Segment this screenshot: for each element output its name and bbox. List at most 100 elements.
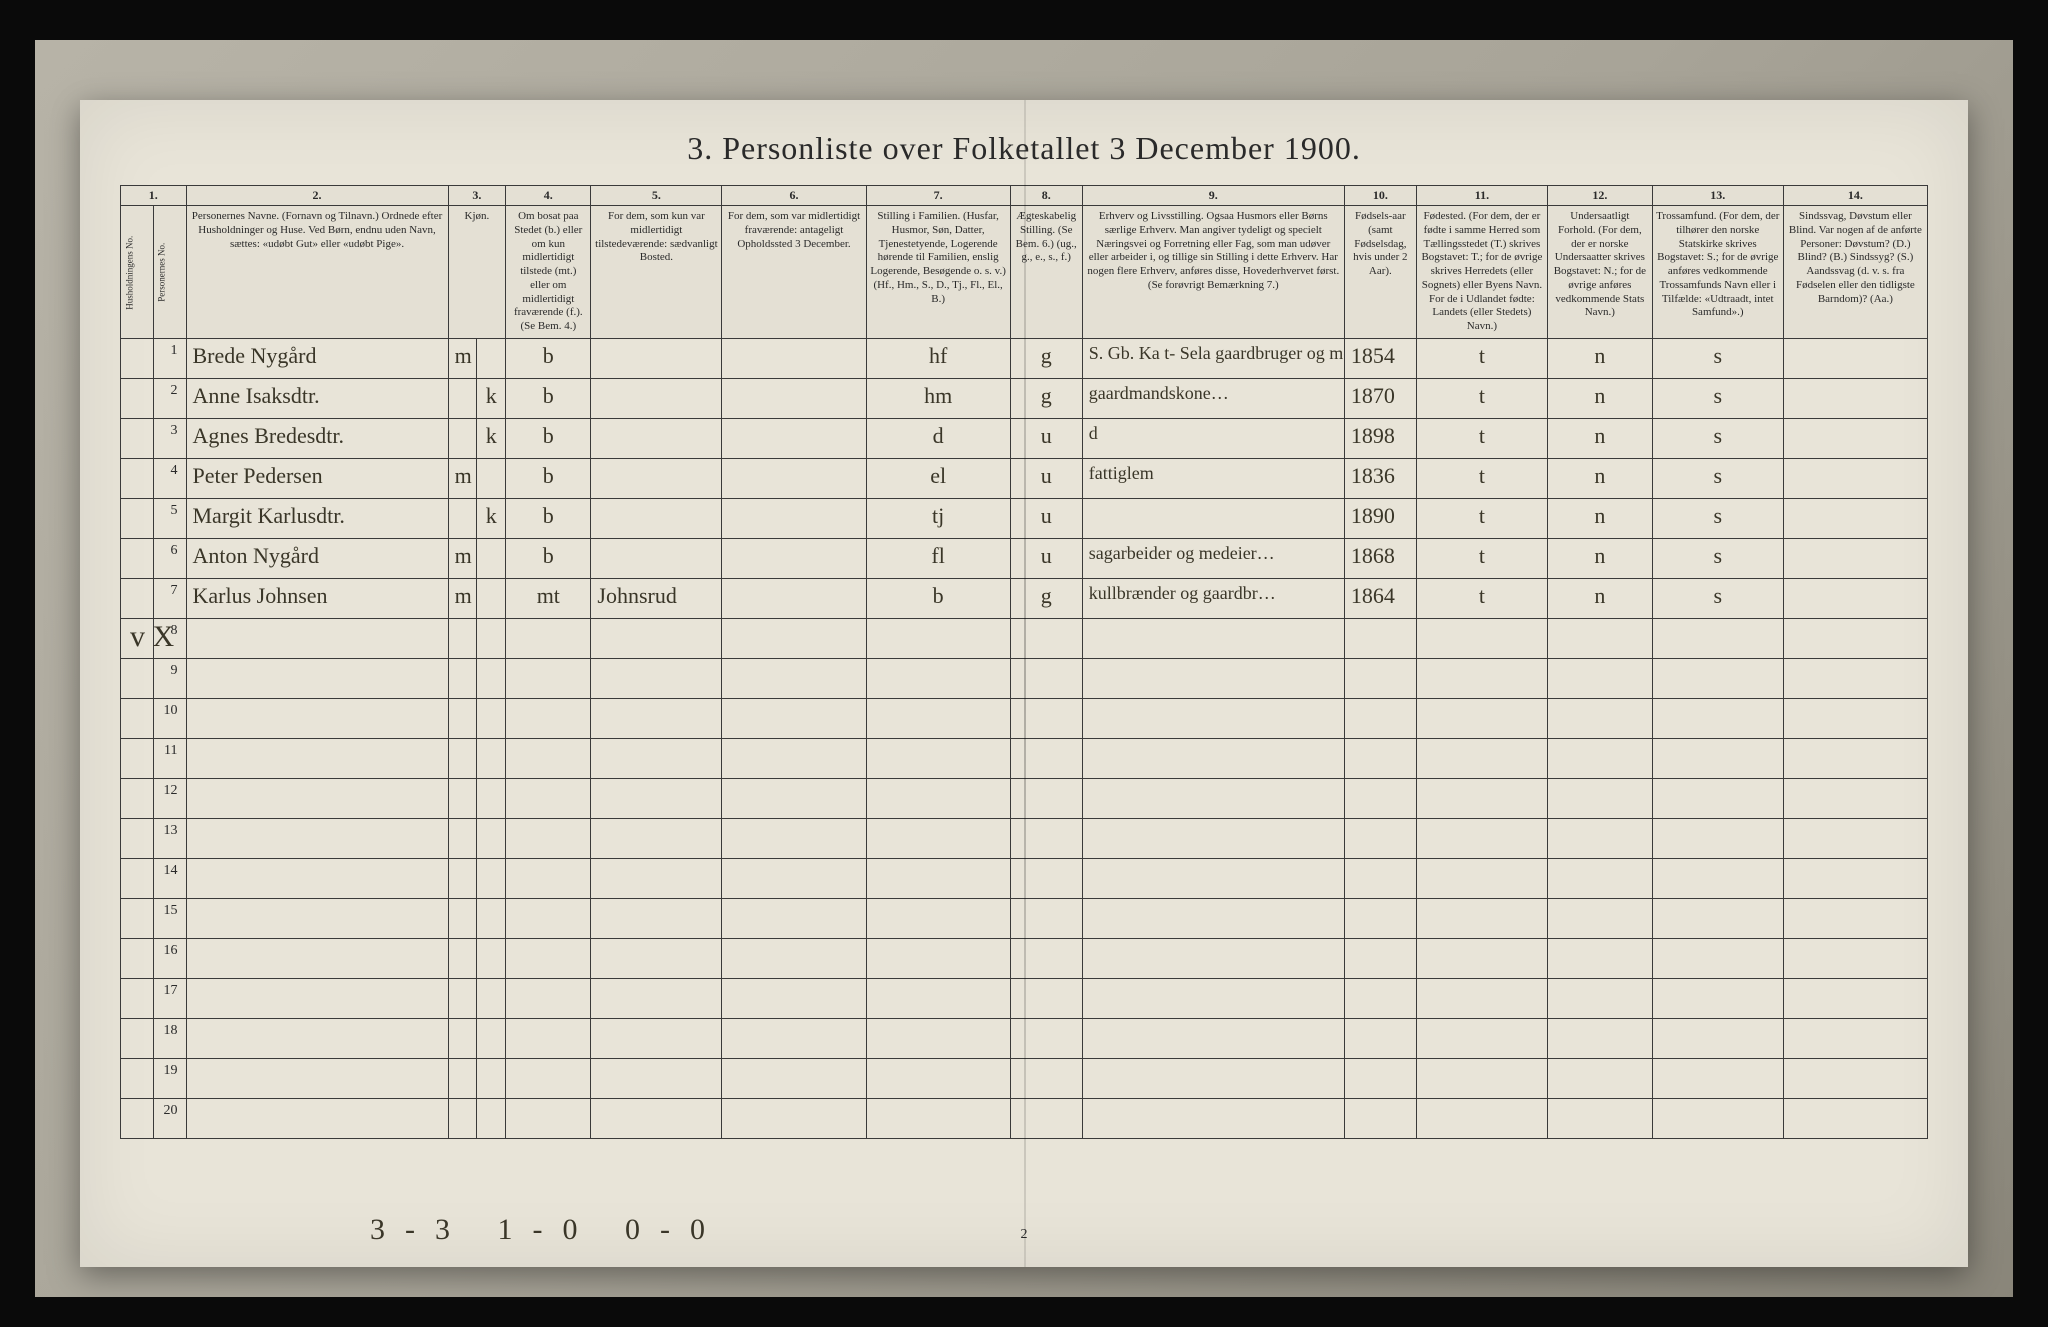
table-row: 6Anton Nygårdmbflusagarbeider og medeier… <box>121 538 1928 578</box>
cell-persno: 13 <box>153 818 186 858</box>
cell-und: n <box>1547 578 1652 618</box>
table-row: 5Margit Karlusdtr.kbtju1890tns <box>121 498 1928 538</box>
cell-hush <box>121 938 154 978</box>
cell-hush <box>121 1058 154 1098</box>
cell-c5 <box>591 498 722 538</box>
cell-persno: 16 <box>153 938 186 978</box>
cell-m <box>448 498 477 538</box>
colnum-13: 13. <box>1652 186 1783 206</box>
cell-name: Agnes Bredesdtr. <box>186 418 448 458</box>
cell-k <box>477 458 506 498</box>
cell-k <box>477 578 506 618</box>
cell-aar: 1898 <box>1344 418 1416 458</box>
cell-eg: u <box>1010 498 1082 538</box>
cell-c14 <box>1783 578 1927 618</box>
cell-hush <box>121 1098 154 1138</box>
cell-name: Peter Pedersen <box>186 458 448 498</box>
cell-hush <box>121 458 154 498</box>
colnum-9: 9. <box>1082 186 1344 206</box>
cell-hush <box>121 858 154 898</box>
cell-hush <box>121 778 154 818</box>
cell-hush <box>121 898 154 938</box>
footer-tally: 3-3 1-0 0-0 <box>370 1213 725 1247</box>
census-table: 1. 2. 3. 4. 5. 6. 7. 8. 9. 10. 11. 12. 1… <box>120 185 1928 1139</box>
cell-b: mt <box>506 578 591 618</box>
table-row-blank: 9 <box>121 658 1928 698</box>
colnum-8: 8. <box>1010 186 1082 206</box>
table-header: 1. 2. 3. 4. 5. 6. 7. 8. 9. 10. 11. 12. 1… <box>121 186 1928 339</box>
page-title: 3. Personliste over Folketallet 3 Decemb… <box>120 130 1928 167</box>
cell-tro: s <box>1652 418 1783 458</box>
cell-c6 <box>722 338 866 378</box>
cell-k: k <box>477 378 506 418</box>
cell-c14 <box>1783 378 1927 418</box>
colnum-7: 7. <box>866 186 1010 206</box>
cell-name: Brede Nygård <box>186 338 448 378</box>
cell-und: n <box>1547 458 1652 498</box>
cell-fam: el <box>866 458 1010 498</box>
page-number: 2 <box>1021 1227 1028 1243</box>
colnum-10: 10. <box>1344 186 1416 206</box>
hdr-tros: Trossamfund. (For dem, der tilhører den … <box>1652 206 1783 339</box>
cell-fod: t <box>1416 378 1547 418</box>
colnum-14: 14. <box>1783 186 1927 206</box>
cell-persno: 10 <box>153 698 186 738</box>
table-row-blank: 11 <box>121 738 1928 778</box>
colnum-12: 12. <box>1547 186 1652 206</box>
cell-fam: d <box>866 418 1010 458</box>
cell-hush <box>121 1018 154 1058</box>
cell-name: Anton Nygård <box>186 538 448 578</box>
cell-c14 <box>1783 498 1927 538</box>
cell-persno: 17 <box>153 978 186 1018</box>
cell-hush <box>121 378 154 418</box>
cell-persno: 12 <box>153 778 186 818</box>
cell-c6 <box>722 578 866 618</box>
cell-hush <box>121 978 154 1018</box>
cell-c5 <box>591 418 722 458</box>
cell-aar: 1854 <box>1344 338 1416 378</box>
cell-hush <box>121 658 154 698</box>
cell-hush <box>121 498 154 538</box>
cell-c6 <box>722 418 866 458</box>
table-row-blank: 20 <box>121 1098 1928 1138</box>
table-row-blank: 14 <box>121 858 1928 898</box>
cell-b: b <box>506 338 591 378</box>
cell-hush <box>121 338 154 378</box>
cell-k <box>477 538 506 578</box>
cell-fam: b <box>866 578 1010 618</box>
cell-fam: fl <box>866 538 1010 578</box>
cell-persno: 14 <box>153 858 186 898</box>
cell-und: n <box>1547 418 1652 458</box>
cell-tro: s <box>1652 578 1783 618</box>
cell-und: n <box>1547 338 1652 378</box>
hdr-bosted: For dem, som kun var midlertidigt tilste… <box>591 206 722 339</box>
cell-c5 <box>591 378 722 418</box>
cell-fod: t <box>1416 338 1547 378</box>
hdr-erhverv: Erhverv og Livsstilling. Ogsaa Husmors e… <box>1082 206 1344 339</box>
cell-name: Karlus Johnsen <box>186 578 448 618</box>
cell-hush <box>121 698 154 738</box>
cell-c6 <box>722 458 866 498</box>
table-row-blank: 15 <box>121 898 1928 938</box>
cell-k: k <box>477 418 506 458</box>
hdr-pers-no: Personernes No. <box>153 206 186 339</box>
cell-persno: 18 <box>153 1018 186 1058</box>
cell-fam: hm <box>866 378 1010 418</box>
hdr-aegte: Ægteskabelig Stilling. (Se Bem. 6.) (ug.… <box>1010 206 1082 339</box>
cell-hush <box>121 578 154 618</box>
table-row-blank: 12 <box>121 778 1928 818</box>
cell-hush <box>121 818 154 858</box>
cell-persno: 3 <box>153 418 186 458</box>
table-row: 2Anne Isaksdtr.kbhmggaardmandskone…1870t… <box>121 378 1928 418</box>
cell-name: Anne Isaksdtr. <box>186 378 448 418</box>
cell-fam: tj <box>866 498 1010 538</box>
cell-fod: t <box>1416 498 1547 538</box>
cell-persno: 6 <box>153 538 186 578</box>
table-row: 4Peter Pedersenmbelufattiglem1836tns <box>121 458 1928 498</box>
cell-und: n <box>1547 498 1652 538</box>
cell-aar: 1836 <box>1344 458 1416 498</box>
colnum-4: 4. <box>506 186 591 206</box>
cell-tro: s <box>1652 378 1783 418</box>
cell-eg: g <box>1010 378 1082 418</box>
cell-aar: 1868 <box>1344 538 1416 578</box>
